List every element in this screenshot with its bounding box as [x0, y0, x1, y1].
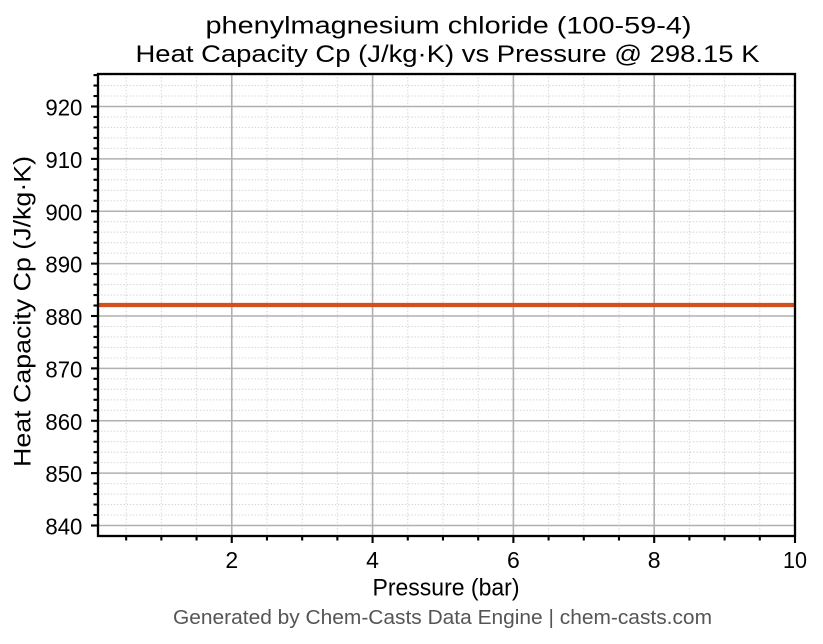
- svg-text:840: 840: [45, 514, 82, 540]
- svg-text:910: 910: [45, 147, 82, 173]
- svg-text:900: 900: [45, 199, 82, 225]
- svg-text:890: 890: [45, 252, 82, 278]
- svg-text:Pressure (bar): Pressure (bar): [373, 575, 520, 602]
- svg-text:860: 860: [45, 409, 82, 435]
- svg-text:920: 920: [45, 95, 82, 121]
- svg-text:2: 2: [225, 547, 238, 573]
- svg-text:870: 870: [45, 356, 82, 382]
- svg-text:Generated by Chem-Casts Data E: Generated by Chem-Casts Data Engine | ch…: [173, 607, 712, 629]
- svg-text:6: 6: [507, 547, 520, 573]
- svg-text:8: 8: [648, 547, 661, 573]
- svg-text:4: 4: [366, 547, 379, 573]
- svg-text:880: 880: [45, 304, 82, 330]
- svg-text:Heat Capacity Cp (J/kg·K) vs P: Heat Capacity Cp (J/kg·K) vs Pressure @ …: [136, 41, 760, 68]
- svg-text:850: 850: [45, 461, 82, 487]
- svg-text:Heat Capacity Cp (J/kg·K): Heat Capacity Cp (J/kg·K): [9, 156, 36, 467]
- svg-text:10: 10: [783, 547, 807, 573]
- svg-text:phenylmagnesium chloride (100-: phenylmagnesium chloride (100-59-4): [206, 12, 692, 39]
